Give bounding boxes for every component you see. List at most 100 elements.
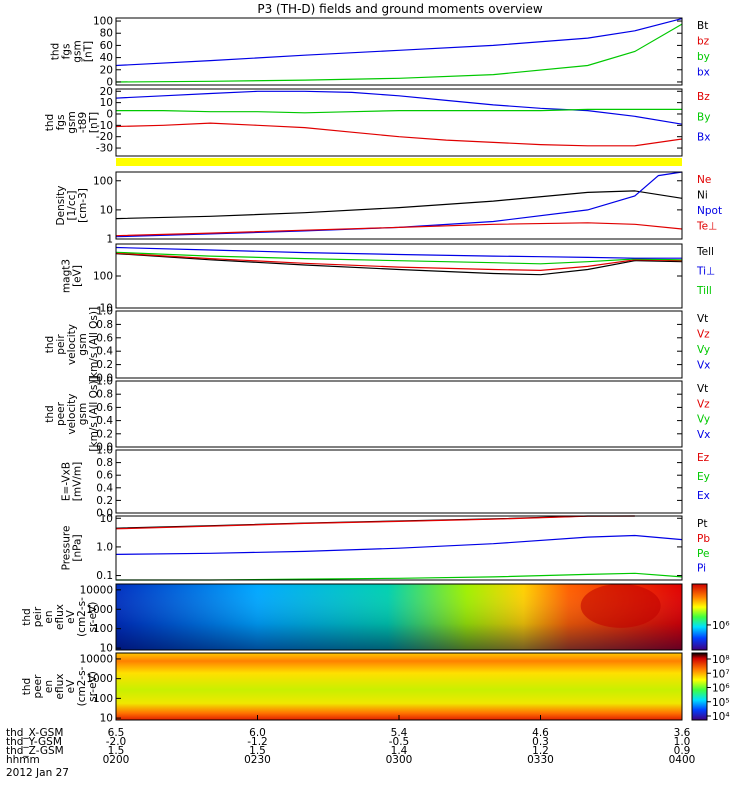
y-tick-label: 1.0	[96, 445, 113, 457]
y-tick-label: 0	[106, 108, 113, 120]
legend-entry-Pt: Pt	[697, 518, 707, 530]
x-tick-label-time: 0230	[244, 754, 271, 766]
colorbar-tick-label: 10⁷	[712, 668, 730, 680]
x-tick-label-Y: -2.0	[106, 736, 127, 748]
series-line-By	[116, 108, 682, 114]
y-tick-label: 0.6	[96, 402, 113, 414]
y-axis-label: thd	[44, 405, 56, 422]
y-tick-label: 100	[93, 693, 113, 705]
legend-entry-Ey: Ey	[697, 471, 710, 483]
x-axis-row-label: thd_Y-GSM	[6, 736, 62, 748]
y-tick-label: 0.4	[96, 482, 113, 494]
y-tick-label: -20	[96, 131, 113, 143]
legend-entry-Vx: Vx	[697, 429, 710, 441]
y-tick-label: -10	[96, 120, 113, 132]
legend-entry-Pi: Pi	[697, 563, 706, 575]
y-axis-label: [km/s (All Qs)]	[88, 376, 100, 451]
series-line-by	[115, 23, 683, 83]
panel-frame	[115, 449, 683, 514]
panel-frame	[115, 17, 683, 86]
colorbar	[691, 652, 708, 721]
legend-entry-Npot: Npot	[697, 205, 722, 217]
panel-frame	[115, 171, 683, 240]
y-axis-label: velocity	[66, 324, 78, 365]
y-axis-label: thd	[44, 336, 56, 353]
y-axis-label: [nT]	[83, 41, 95, 62]
legend-entry-Ti⊥: Ti⊥	[696, 265, 715, 277]
legend-entry-Vz: Vz	[697, 398, 710, 410]
y-tick-label: 1.0	[96, 541, 113, 553]
y-axis-label: [cm-3]	[77, 188, 89, 223]
colorbar-tick-label: 10⁵	[712, 697, 730, 709]
y-tick-label: 0.1	[96, 570, 113, 582]
date-label: 2012 Jan 27	[6, 767, 69, 779]
y-axis-label: gsm	[66, 111, 78, 133]
x-tick-label-Z: 1.2	[532, 745, 549, 757]
series-line-Till	[115, 251, 683, 265]
y-axis-label: Density	[55, 186, 67, 226]
panel-temperature: 100 10 magt3 [eV] Tell Ti⊥ Till	[61, 243, 715, 315]
series-line-Bz	[115, 122, 683, 147]
spectrogram-peir_en_eflux: 10000 1000 100 10 thd peir en eflux eV (cm2-s-sr-…	[21, 583, 730, 655]
y-axis-label: thd	[21, 678, 33, 695]
y-axis-label: fgs	[61, 44, 73, 60]
y-axis-label: thd	[21, 608, 33, 625]
series-line-Pi	[115, 534, 683, 555]
y-axis-label: velocity	[66, 393, 78, 434]
y-tick-label: 1	[106, 234, 113, 246]
legend-entry-Vt: Vt	[697, 383, 708, 395]
y-tick-label: 0.8	[96, 319, 113, 331]
y-axis-label: sr-eV)	[87, 671, 99, 702]
series-line-Pe	[116, 572, 683, 581]
y-axis-label: eV	[65, 609, 77, 623]
y-tick-label: 10	[100, 713, 113, 725]
y-axis-label: en	[43, 610, 55, 623]
x-tick-label-X: 3.6	[674, 727, 691, 739]
y-tick-label: 10	[100, 204, 113, 216]
y-axis-label: gsm	[72, 40, 84, 62]
y-axis-label: E=-VxB	[61, 462, 73, 501]
y-axis-label: thd	[44, 114, 56, 131]
y-axis-label: gsm	[77, 333, 89, 355]
x-axis-block: thd_X-GSMthd_Y-GSMthd_Z-GSMhhmm6.5-2.01.…	[6, 715, 695, 766]
series-line-Npot	[115, 171, 683, 238]
x-axis-row-label: thd_X-GSM	[6, 727, 63, 739]
y-axis-label: en	[43, 680, 55, 693]
y-axis-label: eflux	[54, 604, 66, 630]
y-tick-label: 10	[100, 97, 113, 109]
y-axis-label: eV	[65, 679, 77, 693]
series-line-Ti⊥	[115, 246, 682, 259]
y-tick-label: 0.4	[96, 346, 113, 358]
y-tick-label: 1.0	[96, 376, 113, 388]
y-axis-label: peer	[32, 674, 44, 699]
x-tick-label-Y: -0.5	[389, 736, 410, 748]
y-axis-label: (cm2-s-	[76, 597, 88, 637]
y-axis-label: thd	[50, 43, 62, 60]
y-axis-label: magt3	[61, 259, 73, 293]
panel-density: 100 10 1 Density [1/cc] [cm-3] Ne Ni Npot Te⊥	[55, 171, 722, 246]
y-tick-label: -30	[96, 143, 113, 155]
y-axis-label: sr-eV)	[87, 602, 99, 633]
y-axis-label: [km/s (All Qs)]	[88, 307, 100, 382]
x-tick-label-Y: -1.2	[247, 736, 268, 748]
y-tick-label: 40	[100, 52, 113, 64]
legend-entry-Vt: Vt	[697, 313, 708, 325]
panel-frame	[115, 380, 683, 448]
spectrogram-image	[116, 653, 682, 720]
x-tick-label-Z: 0.9	[674, 745, 691, 757]
x-tick-label-X: 6.0	[249, 727, 266, 739]
y-tick-label: 100	[93, 175, 113, 187]
colorbar-tick-label: 10⁴	[712, 711, 730, 723]
legend-entry-bz: bz	[697, 36, 710, 48]
legend-entry-Tell: Tell	[696, 246, 714, 258]
colorbar-tick-label: 10⁶	[712, 683, 730, 695]
legend-entry-Bx: Bx	[697, 132, 710, 144]
y-tick-label: 0.4	[96, 415, 113, 427]
x-tick-label-X: 5.4	[391, 727, 408, 739]
y-tick-label: 0.6	[96, 470, 113, 482]
legend-entry-Bt: Bt	[697, 20, 708, 32]
y-tick-label: 100	[93, 16, 113, 28]
legend-entry-By: By	[697, 111, 710, 123]
